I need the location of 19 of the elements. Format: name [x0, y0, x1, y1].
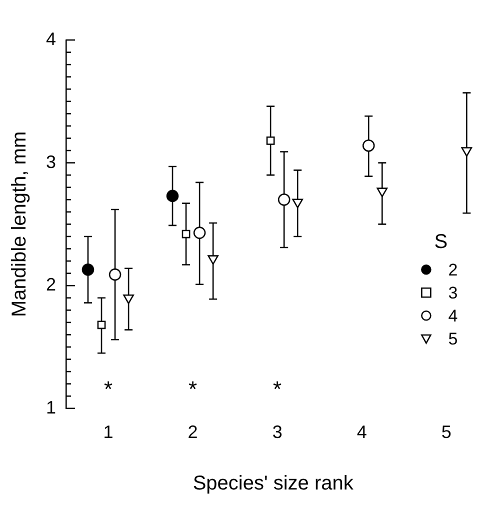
legend-label: 2 [448, 260, 458, 280]
legend-label: 4 [448, 306, 458, 326]
y-tick-label: 4 [46, 28, 56, 49]
y-tick-label: 2 [46, 274, 56, 295]
x-tick-label: 3 [272, 422, 282, 442]
legend-title: S [434, 231, 448, 254]
x-tick-label: 5 [441, 422, 452, 442]
annotation: * [273, 376, 282, 402]
x-axis-title: Species' size rank [192, 472, 354, 495]
annotation: * [104, 376, 113, 402]
x-tick-label: 2 [188, 422, 198, 442]
x-tick-label: 1 [103, 422, 114, 442]
y-tick-label: 3 [46, 152, 56, 172]
x-tick-label: 4 [356, 422, 367, 442]
legend-label: 3 [448, 283, 458, 302]
legend-label: 5 [448, 329, 458, 348]
y-tick-label: 1 [46, 397, 56, 418]
annotation: * [188, 376, 198, 402]
y-axis-title: Mandible length, mm [8, 131, 31, 318]
